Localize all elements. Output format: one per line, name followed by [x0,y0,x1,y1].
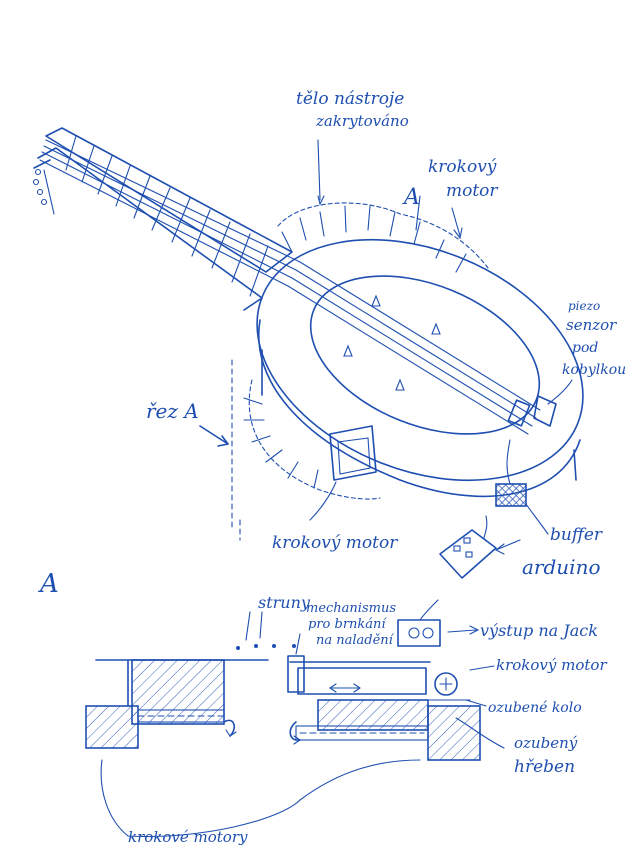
label-section-a: řez A [146,399,199,423]
fretboard [33,127,301,311]
stepper-motor-bottom-shape [329,425,377,481]
label-piezo-2: senzor [566,316,617,334]
label-piezo-3: pod [572,340,598,356]
label-jack-output: výstup na Jack [480,621,598,640]
label-body-covered-1: tělo nástroje [296,89,404,109]
label-piezo-1: piezo [568,299,600,313]
jack-output-box [397,599,441,647]
buffer-block [495,483,527,507]
label-stepper-top-1: krokový [428,157,497,177]
label-mechanism-1: mechanismus [306,601,396,616]
body-cover [243,202,489,500]
label-pinion: ozubené kolo [488,700,582,716]
label-detail-letter: A [38,569,59,599]
section-a-detail [85,644,481,761]
label-mechanism-3: na naladění [316,633,395,648]
label-piezo-4: kobylkou [562,362,626,378]
labels: tělo nástroje zakrytováno krokový motor … [38,89,626,846]
pointer-lines-upper [309,139,573,635]
section-a-line [199,359,241,541]
label-stepper-detail: krokový motor [496,656,607,674]
label-rack-1: ozubený [514,734,578,752]
label-rack-2: hřeben [514,757,575,777]
instrument-drawing [32,127,584,647]
tuning-pegs [32,168,55,215]
label-stepper-top-2: motor [446,181,498,201]
label-mechanism-2: pro brnkání [308,617,387,632]
arduino-board [439,515,497,579]
label-stepper-motors: krokové motory [128,828,248,846]
label-stepper-bottom: krokový motor [272,533,398,553]
label-buffer: buffer [550,525,603,545]
instrument-body [256,238,584,498]
label-section-mark-top: A [402,185,420,210]
label-arduino: arduino [522,555,601,579]
pointer-lines-lower [100,611,505,838]
label-strings: struny [258,593,311,612]
label-body-covered-2: zakrytováno [315,112,409,130]
